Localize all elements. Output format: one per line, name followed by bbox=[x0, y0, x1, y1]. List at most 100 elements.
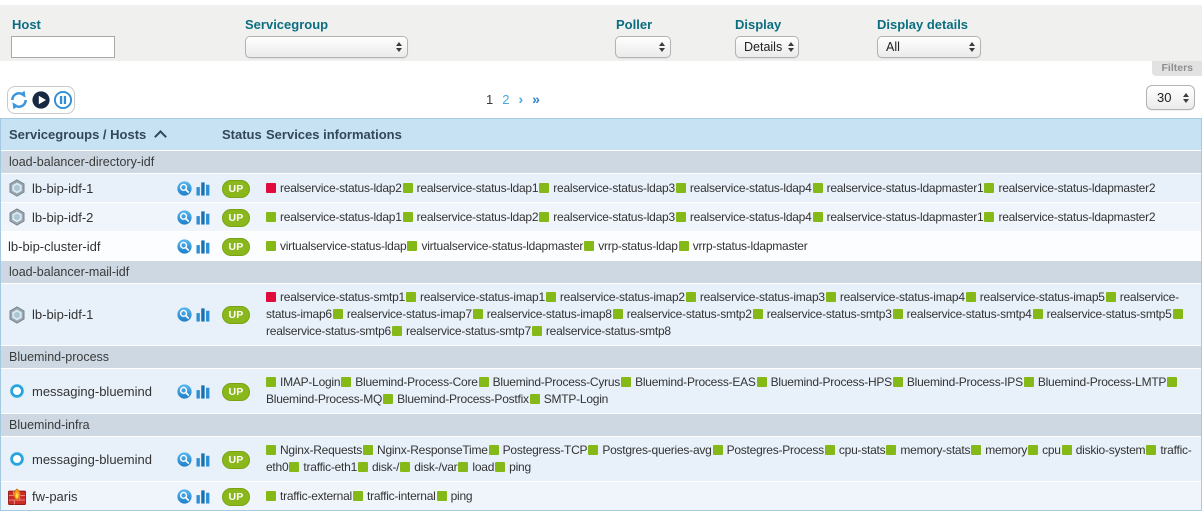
performance-graph-icon[interactable] bbox=[196, 384, 211, 399]
service-item[interactable]: vrrp-status-ldapmaster bbox=[678, 239, 808, 253]
service-item[interactable]: traffic-external bbox=[266, 489, 352, 503]
service-item[interactable]: realservice-status-imap4 bbox=[825, 290, 965, 304]
service-item[interactable]: traffic-internal bbox=[352, 489, 436, 503]
service-item[interactable]: virtualservice-status-ldapmaster bbox=[407, 239, 583, 253]
poller-select[interactable] bbox=[615, 36, 671, 58]
column-status[interactable]: Status bbox=[222, 127, 262, 142]
host-filter-input[interactable] bbox=[11, 36, 115, 58]
service-status-square bbox=[612, 309, 623, 319]
service-item[interactable]: realservice-status-imap6 bbox=[266, 290, 1179, 321]
service-item[interactable]: disk-/ bbox=[358, 460, 399, 474]
host-name[interactable]: lb-bip-idf-1 bbox=[32, 180, 94, 196]
service-item[interactable]: realservice-status-ldap3 bbox=[539, 181, 675, 195]
service-item[interactable]: disk-/var bbox=[400, 460, 458, 474]
service-item[interactable]: Bluemind-Process-Cyrus bbox=[478, 375, 620, 389]
service-details-magnifier-icon[interactable] bbox=[177, 180, 192, 196]
service-item[interactable]: traffic-eth0 bbox=[266, 443, 1192, 474]
performance-graph-icon[interactable] bbox=[196, 489, 211, 504]
service-item[interactable]: Postgres-queries-avg bbox=[588, 443, 712, 457]
service-item[interactable]: realservice-status-imap2 bbox=[545, 290, 685, 304]
service-item[interactable]: traffic-eth1 bbox=[289, 460, 357, 474]
service-item[interactable]: realservice-status-ldap2 bbox=[402, 210, 539, 224]
service-item[interactable]: realservice-status-smtp6 bbox=[266, 307, 1187, 338]
pause-icon[interactable] bbox=[53, 90, 73, 110]
service-item[interactable]: realservice-status-smtp5 bbox=[1032, 307, 1172, 321]
service-item[interactable]: realservice-status-smtp3 bbox=[752, 307, 892, 321]
host-name[interactable]: lb-bip-cluster-idf bbox=[8, 238, 101, 254]
service-item[interactable]: ping bbox=[436, 489, 473, 503]
service-item[interactable]: realservice-status-ldap4 bbox=[675, 181, 812, 195]
host-name[interactable]: messaging-bluemind bbox=[32, 451, 152, 467]
filters-tab[interactable]: Filters bbox=[1152, 61, 1202, 76]
service-status-square bbox=[407, 240, 418, 251]
service-item[interactable]: Bluemind-Process-EAS bbox=[621, 375, 756, 389]
service-item[interactable]: Postegress-TCP bbox=[488, 443, 588, 457]
service-details-magnifier-icon[interactable] bbox=[177, 451, 192, 467]
service-item[interactable]: Bluemind-Process-Postfix bbox=[383, 392, 529, 406]
page-size-select[interactable]: 30 bbox=[1146, 85, 1195, 110]
service-item[interactable]: load bbox=[458, 460, 494, 474]
service-item[interactable]: realservice-status-ldapmaster2 bbox=[984, 210, 1156, 224]
service-item[interactable]: Bluemind-Process-HPS bbox=[756, 375, 892, 389]
refresh-icon[interactable] bbox=[9, 90, 29, 110]
page-link-2[interactable]: 2 bbox=[502, 91, 510, 107]
performance-graph-icon[interactable] bbox=[196, 307, 211, 322]
service-details-magnifier-icon[interactable] bbox=[177, 307, 192, 322]
column-servicegroups-hosts[interactable]: Servicegroups / Hosts bbox=[1, 127, 214, 143]
performance-graph-icon[interactable] bbox=[196, 210, 211, 225]
performance-graph-icon[interactable] bbox=[196, 239, 211, 254]
service-item[interactable]: cpu bbox=[1028, 443, 1061, 457]
service-item[interactable]: Bluemind-Process-IPS bbox=[892, 375, 1023, 389]
play-icon[interactable] bbox=[31, 90, 51, 110]
service-item[interactable]: realservice-status-smtp8 bbox=[531, 324, 671, 338]
service-details-magnifier-icon[interactable] bbox=[177, 238, 192, 254]
service-details-magnifier-icon[interactable] bbox=[177, 383, 192, 399]
service-item[interactable]: ping bbox=[495, 460, 531, 474]
service-item[interactable]: realservice-status-imap5 bbox=[965, 290, 1105, 304]
service-item[interactable]: realservice-status-smtp1 bbox=[266, 290, 405, 304]
service-item[interactable]: realservice-status-smtp2 bbox=[612, 307, 752, 321]
host-name[interactable]: messaging-bluemind bbox=[32, 383, 152, 399]
service-item[interactable]: cpu-stats bbox=[824, 443, 886, 457]
service-item[interactable]: vrrp-status-ldap bbox=[584, 239, 678, 253]
service-item[interactable]: diskio-system bbox=[1061, 443, 1146, 457]
display-details-select[interactable]: All bbox=[877, 36, 981, 58]
service-details-magnifier-icon[interactable] bbox=[177, 209, 192, 225]
last-page-icon[interactable]: » bbox=[532, 91, 540, 107]
service-item[interactable]: realservice-status-smtp7 bbox=[391, 324, 531, 338]
host-name[interactable]: lb-bip-idf-2 bbox=[32, 209, 94, 225]
service-item[interactable]: Bluemind-Process-Core bbox=[341, 375, 478, 389]
performance-graph-icon[interactable] bbox=[196, 181, 211, 196]
service-item[interactable]: realservice-status-imap7 bbox=[332, 307, 472, 321]
service-item[interactable]: memory-stats bbox=[886, 443, 970, 457]
service-item[interactable]: Bluemind-Process-MQ bbox=[266, 375, 1181, 406]
display-select[interactable]: Details bbox=[735, 36, 799, 58]
service-item[interactable]: memory bbox=[971, 443, 1027, 457]
column-services-informations[interactable]: Services informations bbox=[266, 127, 402, 142]
service-item[interactable]: Postegres-Process bbox=[712, 443, 824, 457]
service-item[interactable]: realservice-status-ldapmaster1 bbox=[812, 181, 984, 195]
service-item[interactable]: IMAP-Login bbox=[266, 375, 341, 389]
service-item[interactable]: Nginx-ResponseTime bbox=[363, 443, 488, 457]
host-name[interactable]: lb-bip-idf-1 bbox=[32, 307, 94, 322]
service-details-magnifier-icon[interactable] bbox=[177, 488, 192, 504]
host-name[interactable]: fw-paris bbox=[32, 488, 78, 504]
service-item[interactable]: realservice-status-imap8 bbox=[472, 307, 612, 321]
service-item[interactable]: realservice-status-imap3 bbox=[685, 290, 825, 304]
service-item[interactable]: virtualservice-status-ldap bbox=[266, 239, 407, 253]
service-item[interactable]: realservice-status-ldapmaster2 bbox=[984, 181, 1156, 195]
service-item[interactable]: Bluemind-Process-LMTP bbox=[1023, 375, 1166, 389]
service-item[interactable]: realservice-status-smtp4 bbox=[892, 307, 1032, 321]
performance-graph-icon[interactable] bbox=[196, 452, 211, 467]
next-page-icon[interactable]: › bbox=[518, 91, 524, 107]
service-item[interactable]: realservice-status-ldap4 bbox=[675, 210, 812, 224]
service-item[interactable]: realservice-status-ldap1 bbox=[402, 181, 539, 195]
service-item[interactable]: realservice-status-ldap3 bbox=[539, 210, 675, 224]
service-item[interactable]: realservice-status-ldap2 bbox=[266, 181, 402, 195]
service-item[interactable]: realservice-status-imap1 bbox=[405, 290, 545, 304]
service-item[interactable]: Nginx-Requests bbox=[266, 443, 362, 457]
service-item[interactable]: SMTP-Login bbox=[529, 392, 608, 406]
service-item[interactable]: realservice-status-ldapmaster1 bbox=[812, 210, 984, 224]
servicegroup-select[interactable] bbox=[245, 36, 408, 58]
service-item[interactable]: realservice-status-ldap1 bbox=[266, 210, 402, 224]
